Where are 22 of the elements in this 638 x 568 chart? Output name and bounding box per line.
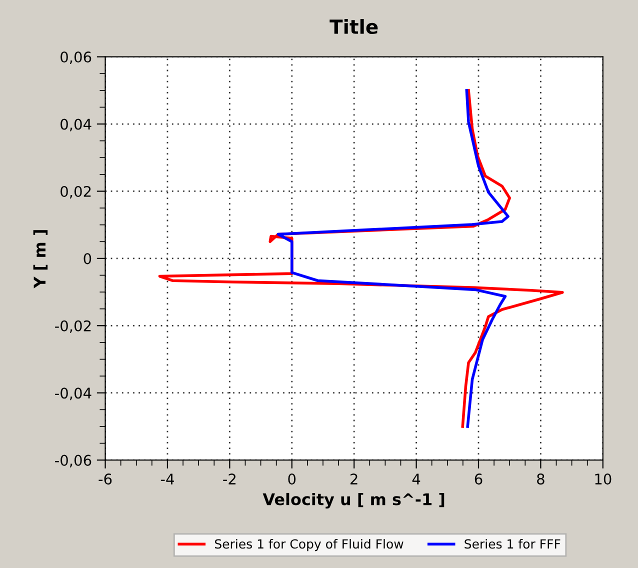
y-tick-label: 0 xyxy=(84,253,92,264)
x-tick-label: 6 xyxy=(474,474,482,485)
y-tick-label: 0,04 xyxy=(60,118,92,132)
x-tick-label: -6 xyxy=(98,474,112,485)
legend-label: Series 1 for Copy of Fluid Flow xyxy=(214,538,404,552)
y-tick-label: -0,04 xyxy=(55,388,92,400)
x-tick-label: -2 xyxy=(223,474,236,484)
y-tick-label: 0,02 xyxy=(60,186,91,198)
x-tick-label: 10 xyxy=(595,474,612,485)
x-tick-label: 0 xyxy=(288,474,296,485)
x-axis-title: Velocity u [ m s^-1 ] xyxy=(262,492,444,509)
x-tick-label: 8 xyxy=(537,474,544,485)
x-tick-label: 4 xyxy=(412,474,420,484)
y-tick-label: 0,06 xyxy=(60,52,92,64)
y-tick-label: -0,02 xyxy=(55,320,91,333)
y-tick-label: -0,06 xyxy=(55,454,92,468)
legend-label: Series 1 for FFF xyxy=(464,538,560,549)
y-axis-title: Y [ m ] xyxy=(33,230,48,288)
x-tick-label: 2 xyxy=(350,474,358,484)
line-series xyxy=(276,89,510,428)
chart-title: Title xyxy=(330,18,378,34)
x-tick-label: -4 xyxy=(160,474,174,484)
